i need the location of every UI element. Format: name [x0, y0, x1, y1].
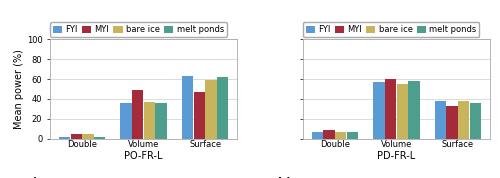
Bar [70, 134, 82, 139]
Legend: FYI, MYI, bare ice, melt ponds: FYI, MYI, bare ice, melt ponds [50, 22, 226, 37]
X-axis label: PD-FR-L: PD-FR-L [378, 151, 416, 161]
Bar [312, 132, 323, 139]
Bar [217, 77, 228, 139]
Bar [458, 101, 469, 139]
Text: b): b) [278, 177, 292, 178]
Text: a): a) [26, 177, 39, 178]
Bar [144, 102, 155, 139]
X-axis label: PO-FR-L: PO-FR-L [124, 151, 163, 161]
Bar [385, 79, 396, 139]
Bar [206, 80, 216, 139]
Bar [396, 83, 408, 139]
Bar [59, 137, 70, 139]
Legend: FYI, MYI, bare ice, melt ponds: FYI, MYI, bare ice, melt ponds [303, 22, 480, 37]
Bar [132, 90, 143, 139]
Bar [470, 103, 481, 139]
Bar [346, 132, 358, 139]
Bar [194, 92, 205, 139]
Bar [373, 82, 384, 139]
Bar [446, 106, 458, 139]
Bar [94, 137, 106, 139]
Bar [434, 101, 446, 139]
Bar [324, 130, 334, 139]
Bar [156, 103, 167, 139]
Bar [82, 134, 94, 139]
Bar [120, 103, 132, 139]
Bar [335, 132, 346, 139]
Bar [182, 76, 194, 139]
Y-axis label: Mean power (%): Mean power (%) [14, 49, 24, 129]
Bar [408, 81, 420, 139]
